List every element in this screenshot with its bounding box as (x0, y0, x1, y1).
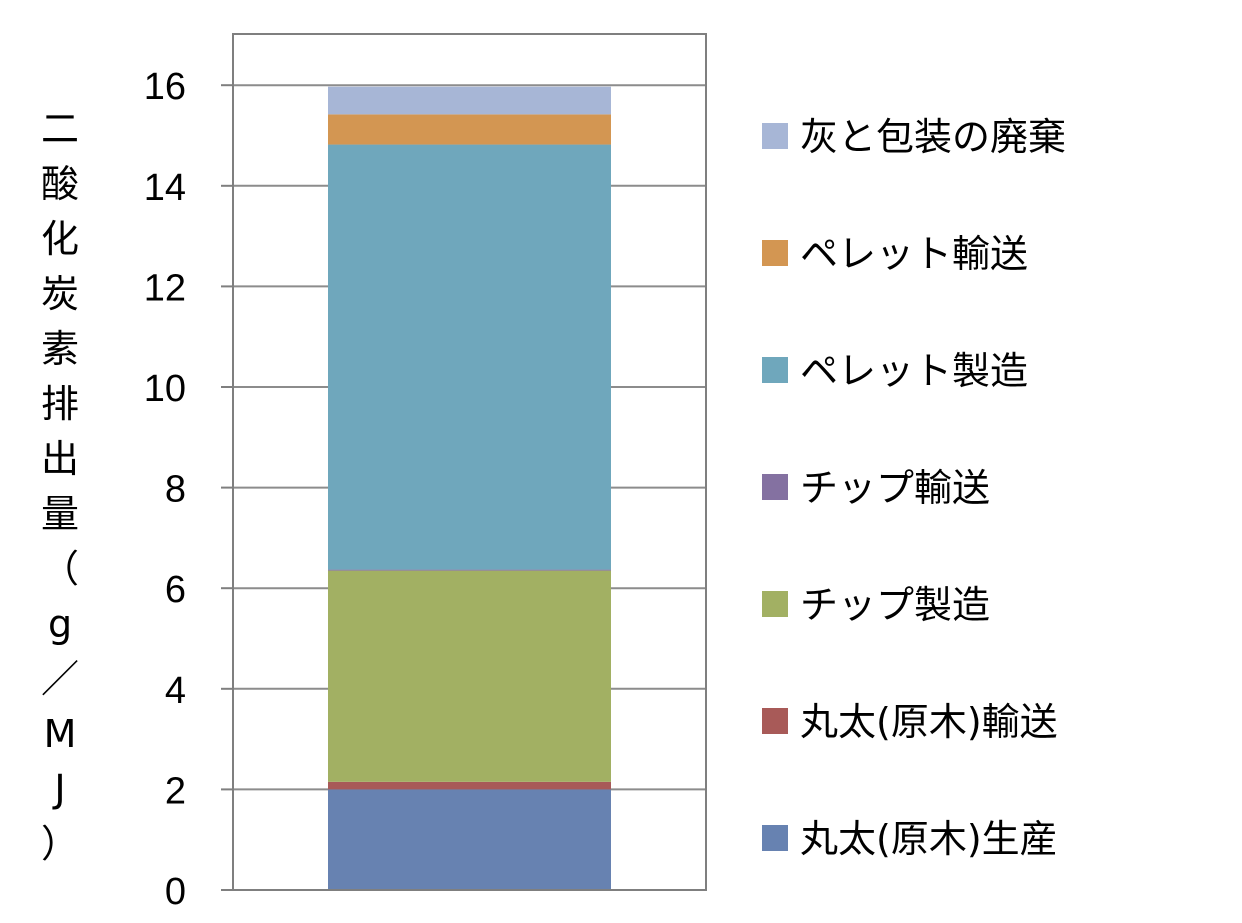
y-tick-label: 6 (165, 569, 186, 611)
y-tick-label: 0 (165, 871, 186, 913)
bar-segment (328, 570, 611, 782)
legend-label: チップ製造 (800, 583, 990, 627)
legend-label: ペレット製造 (800, 349, 1028, 393)
legend-swatch (762, 240, 788, 266)
legend-swatch (762, 708, 788, 734)
legend-label: 灰と包装の廃棄 (800, 115, 1066, 159)
y-tick-label: 8 (165, 469, 186, 511)
y-tick-label: 10 (144, 368, 186, 410)
y-axis-label: 二酸化炭素排出量（ g ／ M J） (41, 107, 79, 866)
legend-swatch (762, 591, 788, 617)
bar-segment (328, 114, 611, 145)
legend-swatch (762, 825, 788, 851)
legend-swatch (762, 123, 788, 149)
y-axis-ticks: 0 2 4 6 8 10 12 14 16 (144, 66, 233, 913)
bar-segment (328, 569, 611, 571)
bar-segment (328, 144, 611, 570)
legend: 灰と包装の廃棄ペレット輸送ペレット製造チップ輸送チップ製造丸太(原木)輸送丸太(… (762, 115, 1066, 861)
y-tick-label: 2 (165, 770, 186, 812)
y-tick-label: 14 (144, 167, 186, 209)
bar-segment (328, 86, 611, 115)
legend-label: チップ輸送 (800, 466, 990, 510)
legend-label: 丸太(原木)輸送 (800, 700, 1058, 744)
y-tick-label: 12 (144, 267, 186, 309)
legend-label: 丸太(原木)生産 (800, 817, 1058, 861)
legend-label: ペレット輸送 (800, 232, 1028, 276)
bar-segment (328, 789, 611, 890)
bar-segment (328, 781, 611, 790)
plot-area-frame (232, 33, 707, 891)
legend-swatch (762, 474, 788, 500)
y-tick-label: 16 (144, 66, 186, 108)
legend-swatch (762, 357, 788, 383)
y-tick-label: 4 (165, 670, 186, 712)
bar-stack (328, 86, 611, 890)
